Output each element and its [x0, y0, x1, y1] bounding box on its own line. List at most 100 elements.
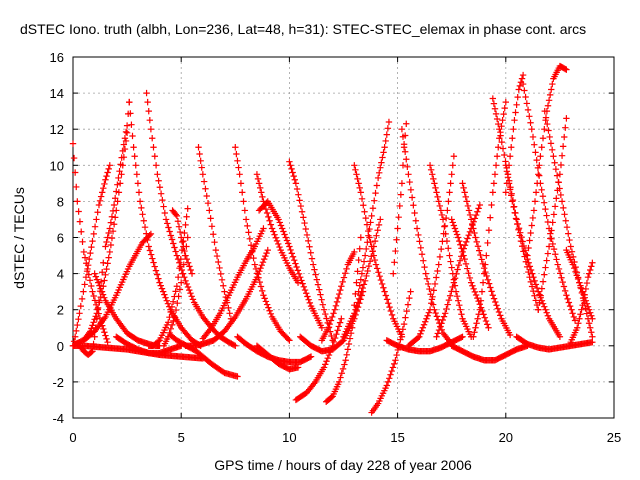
- data-point: [532, 189, 540, 196]
- series-39: [459, 180, 514, 339]
- data-point: [355, 295, 363, 303]
- data-point: [323, 358, 330, 365]
- data-point: [107, 241, 115, 249]
- data-point: [543, 212, 550, 219]
- data-point: [559, 143, 567, 150]
- data-point: [442, 230, 449, 238]
- data-point: [452, 228, 460, 235]
- data-point: [95, 279, 102, 286]
- data-point: [166, 228, 173, 235]
- data-point: [121, 135, 129, 142]
- data-point: [539, 300, 547, 307]
- data-point: [438, 320, 445, 327]
- data-point: [95, 201, 103, 209]
- series-41: [470, 98, 509, 340]
- y-tick-label: 8: [57, 194, 64, 209]
- data-point: [384, 378, 392, 386]
- data-point: [300, 283, 308, 291]
- x-tick-label: 15: [390, 430, 404, 445]
- data-point: [322, 310, 329, 318]
- data-point: [463, 238, 470, 246]
- data-point: [563, 292, 570, 299]
- data-point: [158, 285, 166, 292]
- data-point: [412, 217, 420, 224]
- data-point: [143, 230, 150, 237]
- data-point: [542, 264, 549, 271]
- data-point: [530, 207, 538, 214]
- data-point: [179, 270, 186, 277]
- data-point: [448, 288, 455, 295]
- data-point: [515, 226, 522, 233]
- data-point: [537, 292, 544, 299]
- data-point: [466, 274, 474, 282]
- data-point: [338, 370, 345, 377]
- data-point: [435, 198, 442, 205]
- data-point: [562, 124, 569, 131]
- data-point: [333, 298, 341, 306]
- series-35: [405, 153, 458, 349]
- data-point: [367, 219, 374, 226]
- data-point: [549, 240, 556, 248]
- data-point: [176, 264, 183, 272]
- data-point: [369, 205, 377, 212]
- data-point: [259, 193, 266, 201]
- series-0: [69, 140, 111, 346]
- data-point: [506, 153, 514, 160]
- data-point: [493, 302, 500, 309]
- data-point: [399, 162, 407, 169]
- data-point: [152, 162, 160, 169]
- data-point: [103, 335, 110, 343]
- data-point: [490, 295, 498, 302]
- data-point: [120, 141, 128, 148]
- data-point: [568, 248, 576, 255]
- data-point: [532, 281, 540, 288]
- data-point: [471, 329, 478, 336]
- data-point: [111, 214, 119, 221]
- data-point: [588, 329, 595, 336]
- data-point: [281, 231, 288, 238]
- data-point: [567, 243, 574, 250]
- data-point: [314, 281, 322, 288]
- data-point: [161, 209, 169, 217]
- data-point: [445, 198, 452, 205]
- data-point: [566, 302, 574, 310]
- data-point: [394, 225, 401, 232]
- data-point: [151, 153, 158, 160]
- data-point: [380, 149, 387, 156]
- data-point: [449, 219, 456, 226]
- data-point: [227, 315, 235, 322]
- data-point: [275, 216, 282, 223]
- data-point: [458, 311, 465, 318]
- data-point: [401, 148, 409, 155]
- data-point: [496, 126, 503, 133]
- data-point: [399, 133, 407, 140]
- data-point: [352, 290, 359, 298]
- data-point: [551, 159, 558, 166]
- data-point: [352, 166, 359, 174]
- data-point: [562, 217, 569, 224]
- data-point: [365, 227, 372, 235]
- data-point: [377, 276, 385, 284]
- data-point: [531, 277, 538, 285]
- data-point: [399, 326, 407, 333]
- data-point: [386, 375, 393, 382]
- data-point: [195, 144, 202, 151]
- data-point: [341, 361, 348, 368]
- data-point: [489, 292, 497, 299]
- data-point: [398, 180, 406, 187]
- data-point: [306, 243, 313, 250]
- data-point: [471, 288, 479, 296]
- data-point: [442, 310, 449, 317]
- data-point: [444, 301, 451, 308]
- data-point: [245, 229, 252, 236]
- data-point: [343, 351, 350, 359]
- data-point: [94, 304, 102, 312]
- data-point: [100, 259, 107, 266]
- data-point: [175, 293, 182, 300]
- data-point: [268, 225, 276, 232]
- data-point: [527, 119, 534, 126]
- data-point: [345, 340, 353, 348]
- data-point: [288, 165, 295, 173]
- series-3: [69, 162, 113, 349]
- data-point: [527, 229, 534, 237]
